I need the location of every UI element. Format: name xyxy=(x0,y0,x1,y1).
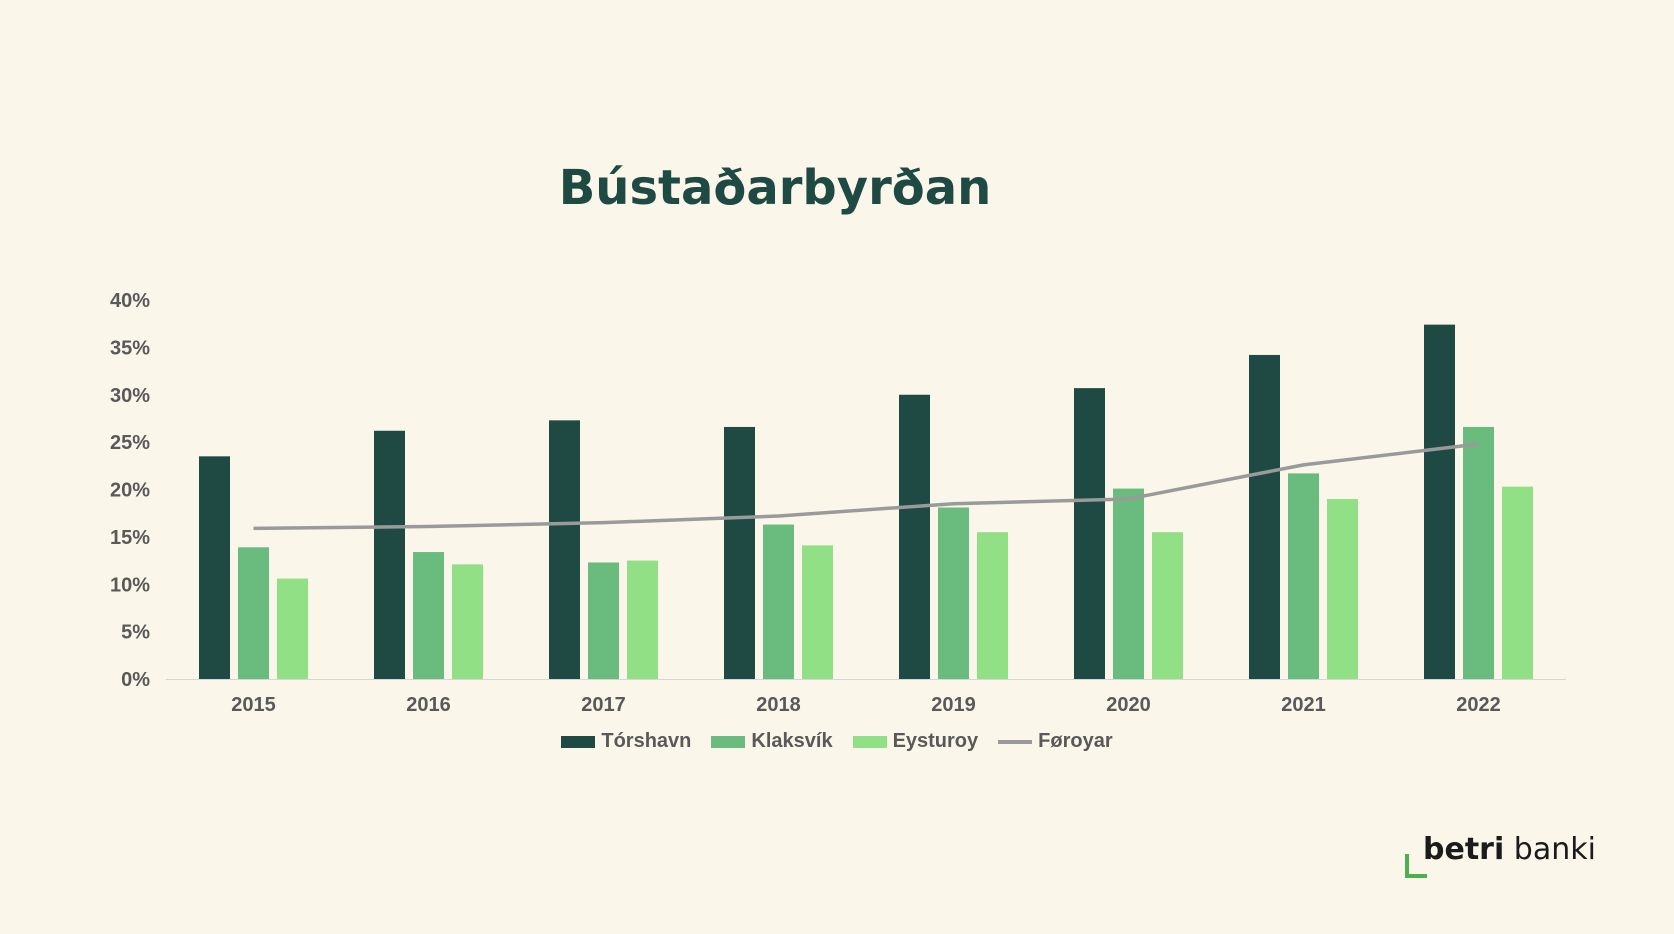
legend-item-eysturoy: Eysturoy xyxy=(852,730,979,753)
bar-klaksv-k-2020 xyxy=(1113,488,1144,679)
bar-klaksv-k-2015 xyxy=(238,547,269,679)
bar-eysturoy-2018 xyxy=(802,545,833,679)
logo-wordmark: betri banki xyxy=(1423,832,1596,867)
legend-item-foroyar: Føroyar xyxy=(998,730,1113,753)
betri-banki-logo: betri banki xyxy=(1405,832,1596,884)
bar-t-rshavn-2022 xyxy=(1424,324,1455,679)
x-tick-label: 2017 xyxy=(581,694,626,716)
y-tick-label: 25% xyxy=(110,432,150,454)
bar-eysturoy-2020 xyxy=(1152,532,1183,679)
logo-bold-word: betri xyxy=(1423,832,1505,867)
x-tick-label: 2018 xyxy=(756,694,801,716)
bar-eysturoy-2019 xyxy=(977,532,1008,679)
x-tick-label: 2016 xyxy=(406,694,451,716)
bar-eysturoy-2015 xyxy=(277,578,308,679)
bar-t-rshavn-2020 xyxy=(1074,388,1105,679)
x-tick-label: 2015 xyxy=(231,694,276,716)
bar-klaksv-k-2018 xyxy=(763,524,794,679)
legend-swatch-foroyar xyxy=(998,739,1033,744)
bar-klaksv-k-2017 xyxy=(588,562,619,679)
bar-t-rshavn-2017 xyxy=(549,420,580,679)
line-f-royar xyxy=(253,442,1479,531)
bar-klaksv-k-2021 xyxy=(1288,473,1319,679)
y-tick-label: 35% xyxy=(110,337,150,359)
legend-label-eysturoy: Eysturoy xyxy=(892,730,979,752)
y-tick-label: 40% xyxy=(110,290,150,312)
bar-eysturoy-2017 xyxy=(627,560,658,679)
legend-label-foroyar: Føroyar xyxy=(1038,730,1113,752)
x-tick-label: 2019 xyxy=(931,694,976,716)
legend-label-klaksvik: Klaksvík xyxy=(751,730,833,752)
bar-t-rshavn-2019 xyxy=(899,394,930,679)
y-tick-label: 30% xyxy=(110,385,150,407)
bar-t-rshavn-2016 xyxy=(374,430,405,679)
chart-legend: Tórshavn Klaksvík Eysturoy Føroyar xyxy=(0,730,1674,753)
y-tick-label: 5% xyxy=(121,622,150,644)
bar-eysturoy-2022 xyxy=(1502,486,1533,679)
x-tick-label: 2020 xyxy=(1106,694,1151,716)
chart-title: Bústaðarbyrðan xyxy=(558,160,992,216)
bar-marks xyxy=(199,324,1533,679)
line-series xyxy=(253,442,1479,531)
y-tick-label: 20% xyxy=(110,480,150,502)
legend-swatch-klaksvik xyxy=(711,735,746,748)
y-tick-label: 0% xyxy=(121,669,150,691)
x-tick-label: 2022 xyxy=(1456,694,1501,716)
legend-swatch-torshavn xyxy=(561,735,596,748)
legend-label-torshavn: Tórshavn xyxy=(601,730,692,752)
x-tick-label: 2021 xyxy=(1281,694,1326,716)
legend-swatch-eysturoy xyxy=(852,735,887,748)
bar-t-rshavn-2015 xyxy=(199,456,230,679)
x-axis-labels: 2015 2016 2017 2018 2019 2020 2021 2022 xyxy=(231,694,1501,716)
legend-item-torshavn: Tórshavn xyxy=(561,730,691,753)
y-tick-label: 15% xyxy=(110,527,150,549)
logo-bracket-mark xyxy=(1405,854,1427,878)
bar-t-rshavn-2018 xyxy=(724,426,755,679)
bar-eysturoy-2016 xyxy=(452,564,483,679)
bar-eysturoy-2021 xyxy=(1327,498,1358,679)
logo-regular-word: banki xyxy=(1504,832,1596,867)
bar-klaksv-k-2019 xyxy=(938,507,969,679)
y-tick-label: 10% xyxy=(110,574,150,596)
legend-item-klaksvik: Klaksvík xyxy=(711,730,833,753)
bar-klaksv-k-2022 xyxy=(1463,426,1494,679)
bar-t-rshavn-2021 xyxy=(1249,354,1280,679)
y-axis-labels: 0% 5% 10% 15% 20% 25% 30% 35% 40% xyxy=(110,290,150,691)
bar-klaksv-k-2016 xyxy=(413,552,444,679)
